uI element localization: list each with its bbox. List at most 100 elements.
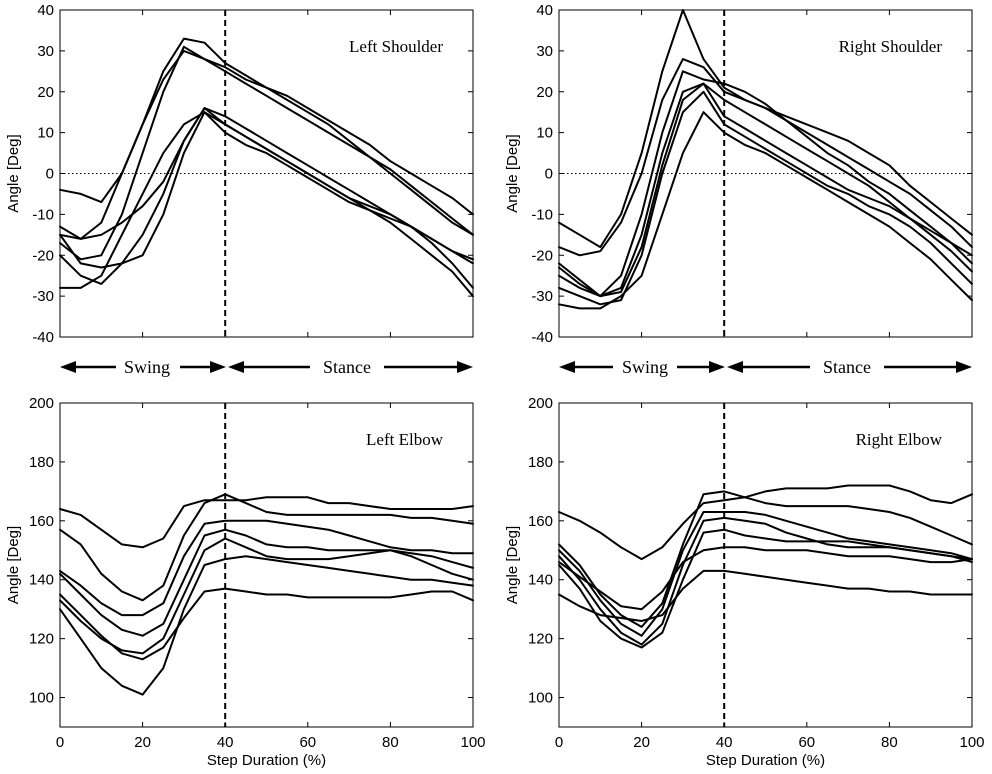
left-elbow-panel: 100 120 140 160 180 200 0 20 40 60 80 100 Left Elbow… [5, 395, 486, 769]
left-elbow-xtick-label: 20 [134, 734, 151, 751]
right-shoulder-panel: -40 -30 -20 -10 0 10 20 30 40 Right Shoulder Angle… [504, 2, 973, 346]
right-shoulder-ytick-label: 30 [536, 43, 553, 60]
left-shoulder-ytick-label: -10 [32, 206, 54, 223]
left-elbow-ytick-label: 100 [29, 690, 54, 707]
swing-arrowhead-right-start [559, 361, 575, 373]
left-elbow-series-line-6 [59, 555, 474, 696]
left-elbow-series-line-2 [59, 493, 474, 602]
left-elbow-xtick-label: 0 [56, 734, 64, 751]
left-shoulder-title: Left Shoulder [349, 37, 443, 56]
right-shoulder-ytick-label: 0 [545, 166, 553, 183]
left-shoulder-series-line-1 [59, 37, 474, 216]
left-elbow-ylabel: Angle [Deg] [5, 526, 22, 604]
right-elbow-panel: 100 120 140 160 180 200 0 20 40 60 80 100 Right Elbo… [504, 395, 985, 769]
stance-arrowhead-left-end [457, 361, 473, 373]
swing-arrowhead-right-end [709, 361, 725, 373]
left-shoulder-ytick-label: 10 [37, 125, 54, 142]
right-shoulder-series-line-5 [558, 90, 973, 306]
left-elbow-ytick-label: 200 [29, 395, 54, 412]
right-elbow-ytick-label: 200 [528, 395, 553, 412]
swing-arrowhead-left-start [60, 361, 76, 373]
right-shoulder-ytick-label: -40 [531, 329, 553, 346]
left-shoulder-ytick-label: 30 [37, 43, 54, 60]
right-elbow-ytick-label: 180 [528, 454, 553, 471]
left-elbow-xtick-label: 40 [217, 734, 234, 751]
left-elbow-ytick-label: 160 [29, 513, 54, 530]
left-elbow-series-line-7 [59, 587, 474, 661]
right-elbow-series-line-4 [558, 516, 973, 646]
right-elbow-series-line-5 [558, 528, 973, 649]
right-shoulder-title: Right Shoulder [839, 37, 943, 56]
left-shoulder-series-line-3 [59, 45, 474, 261]
stance-arrowhead-right-start [727, 361, 743, 373]
left-shoulder-series-line-5 [59, 111, 474, 289]
right-shoulder-ytick-label: -10 [531, 206, 553, 223]
left-elbow-series-line-1 [59, 496, 474, 549]
right-shoulder-ylabel: Angle [Deg] [504, 134, 521, 212]
right-shoulder-series-line-6 [558, 111, 973, 310]
right-shoulder-series-line-3 [558, 70, 973, 298]
left-shoulder-series-line-4 [59, 107, 474, 285]
right-elbow-xlabel: Step Duration (%) [706, 752, 825, 769]
swing-label-bg-left [116, 354, 180, 380]
left-elbow-xtick-label: 60 [299, 734, 316, 751]
right-shoulder-ytick-label: -30 [531, 288, 553, 305]
left-shoulder-ylabel: Angle [Deg] [5, 134, 22, 212]
swing-arrowhead-left-end [210, 361, 226, 373]
right-elbow-ytick-label: 160 [528, 513, 553, 530]
stance-label-bg-left [310, 354, 384, 380]
right-shoulder-series-line-2 [558, 58, 973, 257]
right-elbow-xtick-label: 100 [959, 734, 984, 751]
right-shoulder-ytick-label: 10 [536, 125, 553, 142]
swing-label-left: Swing [124, 357, 170, 377]
left-shoulder-ytick-label: -40 [32, 329, 54, 346]
left-elbow-series-line-4 [59, 528, 474, 637]
left-shoulder-ytick-label: 40 [37, 2, 54, 19]
left-shoulder-panel: -40 -30 -20 -10 0 10 20 30 40 Left Shoulder Angle … [5, 2, 474, 346]
left-shoulder-ytick-label: -30 [32, 288, 54, 305]
stance-arrowhead-left-start [228, 361, 244, 373]
left-shoulder-ytick-label: -20 [32, 247, 54, 264]
right-elbow-title: Right Elbow [856, 430, 943, 449]
swing-label-right: Swing [622, 357, 668, 377]
left-shoulder-series-line-6 [59, 107, 474, 298]
swing-label-bg-right [613, 354, 677, 380]
left-elbow-ytick-label: 120 [29, 631, 54, 648]
right-elbow-ytick-label: 100 [528, 690, 553, 707]
left-shoulder-series-line-7 [59, 111, 474, 269]
left-elbow-xlabel: Step Duration (%) [207, 752, 326, 769]
right-elbow-series-line-7 [558, 569, 973, 622]
left-shoulder-ytick-label: 20 [37, 84, 54, 101]
right-elbow-series-line-1 [558, 484, 973, 561]
right-elbow-plot-frame [558, 402, 973, 728]
right-elbow-ylabel: Angle [Deg] [504, 526, 521, 604]
right-elbow-xtick-label: 80 [881, 734, 898, 751]
left-elbow-ytick-label: 180 [29, 454, 54, 471]
right-shoulder-series-line-7 [558, 82, 973, 298]
right-shoulder-ytick-label: -20 [531, 247, 553, 264]
left-elbow-plot-frame [59, 402, 474, 728]
phase-arrows-left: Swing Stance [60, 354, 473, 380]
right-shoulder-series-line-4 [558, 82, 973, 298]
right-elbow-xtick-label: 20 [633, 734, 650, 751]
stance-label-right: Stance [823, 357, 871, 377]
right-shoulder-ytick-label: 40 [536, 2, 553, 19]
right-shoulder-ytick-label: 20 [536, 84, 553, 101]
stance-label-bg-right [810, 354, 884, 380]
right-elbow-ytick-label: 140 [528, 572, 553, 589]
stance-label-left: Stance [323, 357, 371, 377]
right-elbow-xtick-label: 40 [716, 734, 733, 751]
left-elbow-xtick-label: 100 [460, 734, 485, 751]
right-elbow-xtick-label: 0 [555, 734, 563, 751]
left-elbow-ytick-label: 140 [29, 572, 54, 589]
left-elbow-series-line-3 [59, 519, 474, 617]
left-shoulder-ytick-label: 0 [46, 166, 54, 183]
stance-arrowhead-right-end [956, 361, 972, 373]
left-elbow-series-line-5 [59, 537, 474, 655]
right-elbow-ytick-label: 120 [528, 631, 553, 648]
left-shoulder-series-line-2 [59, 49, 474, 240]
right-elbow-series-line-6 [558, 546, 973, 611]
right-elbow-series-line-3 [558, 511, 973, 637]
left-elbow-title: Left Elbow [366, 430, 444, 449]
